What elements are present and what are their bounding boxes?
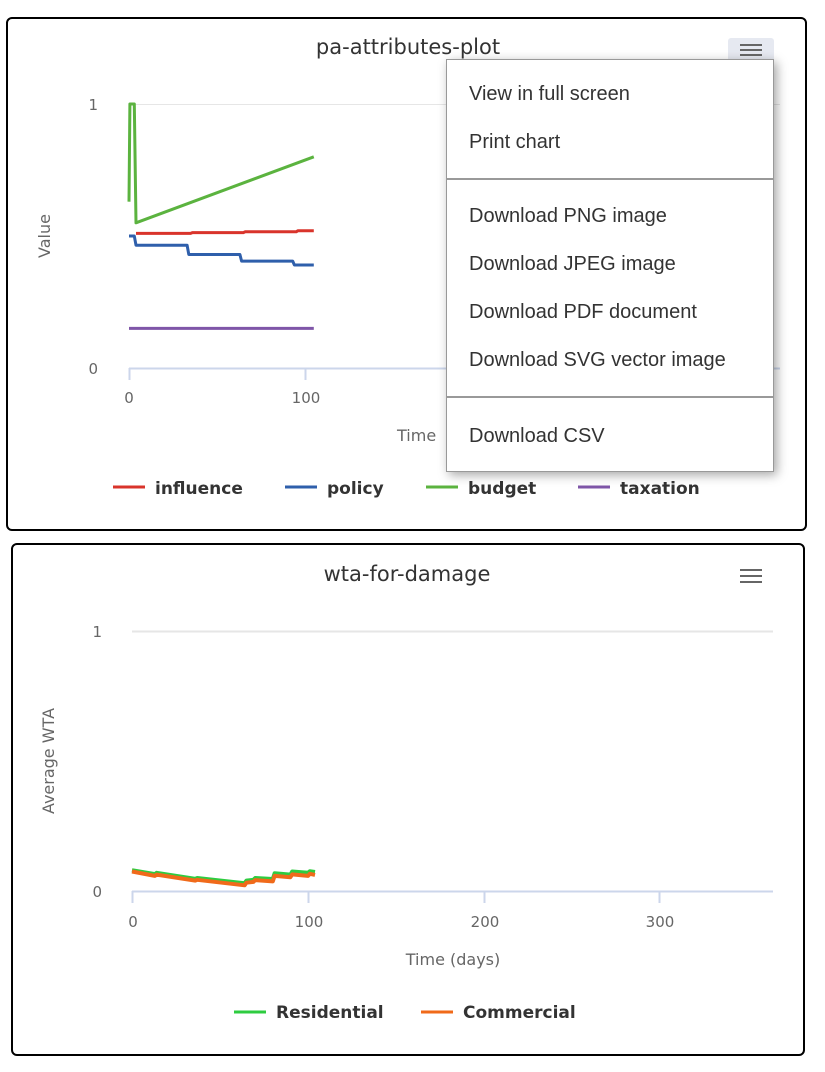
chart-menu-button[interactable] xyxy=(728,38,774,62)
chart-card-wta-for-damage xyxy=(11,543,805,1056)
svg-text:taxation: taxation xyxy=(620,479,700,499)
y-axis-title: Average WTA xyxy=(39,708,58,814)
svg-text:Residential: Residential xyxy=(276,1003,384,1023)
svg-text:policy: policy xyxy=(327,479,384,499)
y-tick-label-0: 0 xyxy=(92,883,102,901)
x-tick-label-0: 0 xyxy=(128,913,138,931)
y-tick-label-1: 1 xyxy=(88,96,98,114)
legend-item-residential[interactable]: Residential xyxy=(234,1003,384,1023)
series-group xyxy=(127,102,315,330)
legend-item-budget[interactable]: budget xyxy=(426,479,536,499)
menu-item-download-csv[interactable]: Download CSV xyxy=(469,425,605,447)
x-tick-label-300: 300 xyxy=(646,913,675,931)
menu-item-download-jpeg[interactable]: Download JPEG image xyxy=(469,253,676,275)
svg-text:influence: influence xyxy=(155,479,243,499)
legend-item-influence[interactable]: influence xyxy=(113,479,243,499)
menu-item-download-png[interactable]: Download PNG image xyxy=(469,205,667,227)
menu-item-download-svg[interactable]: Download SVG vector image xyxy=(469,349,726,371)
legend: influence policy budget taxation xyxy=(113,479,700,499)
x-axis-title: Time xyxy=(396,426,436,445)
chart-title: wta-for-damage xyxy=(324,562,491,586)
x-tick-label-100: 100 xyxy=(295,913,324,931)
x-axis-title: Time (days) xyxy=(405,950,501,969)
y-tick-label-1: 1 xyxy=(92,623,102,641)
chart-title: pa-attributes-plot xyxy=(316,35,500,59)
x-tick-label-0: 0 xyxy=(124,389,134,407)
menu-item-view-full-screen[interactable]: View in full screen xyxy=(469,83,630,105)
menu-separator xyxy=(447,396,773,398)
menu-separator xyxy=(447,178,773,180)
svg-text:Commercial: Commercial xyxy=(463,1003,576,1023)
menu-item-print-chart[interactable]: Print chart xyxy=(469,131,561,153)
chart-menu-button[interactable] xyxy=(728,564,774,588)
chart-pa-attributes-plot: pa-attributes-plot 1 0 0 100 Value Time … xyxy=(35,35,780,499)
svg-text:budget: budget xyxy=(468,479,536,499)
series-group xyxy=(131,868,316,888)
series-line-commercial xyxy=(131,869,316,888)
legend: Residential Commercial xyxy=(234,1003,576,1023)
series-line-budget xyxy=(127,102,315,225)
series-line-policy xyxy=(129,234,314,267)
series-line-influence xyxy=(136,229,314,235)
y-axis-title: Value xyxy=(35,214,54,258)
legend-item-commercial[interactable]: Commercial xyxy=(421,1003,576,1023)
chart-context-menu: View in full screen Print chart Download… xyxy=(446,59,774,472)
legend-item-taxation[interactable]: taxation xyxy=(578,479,700,499)
menu-item-download-pdf[interactable]: Download PDF document xyxy=(469,301,697,323)
y-tick-label-0: 0 xyxy=(88,360,98,378)
x-tick-label-100: 100 xyxy=(292,389,321,407)
legend-item-policy[interactable]: policy xyxy=(285,479,384,499)
x-tick-label-200: 200 xyxy=(471,913,500,931)
